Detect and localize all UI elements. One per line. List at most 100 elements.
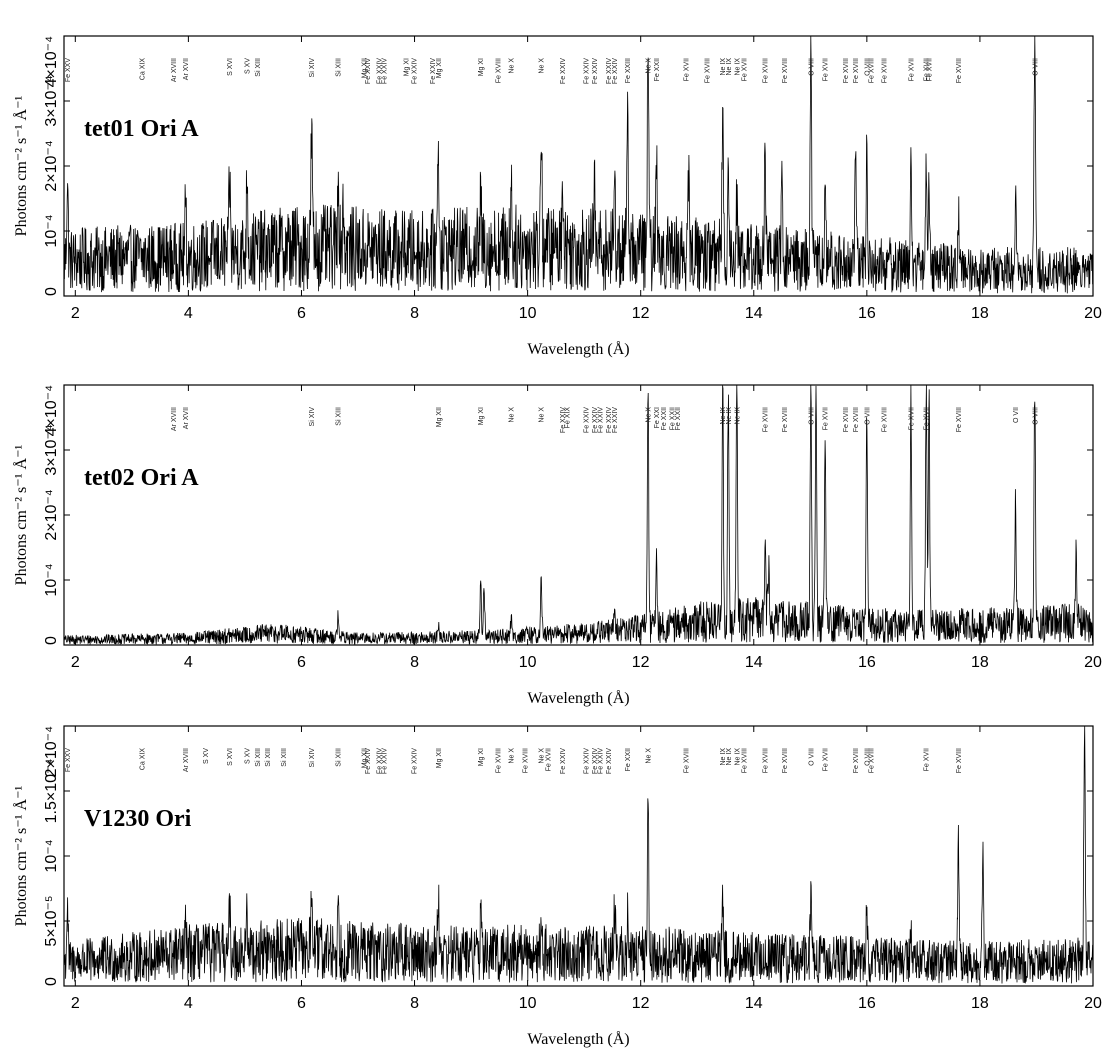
line-label: Fe XVIII bbox=[853, 748, 860, 773]
line-label: Fe XVII bbox=[924, 748, 931, 771]
line-label: Si XIV bbox=[309, 748, 316, 768]
line-label: Ne IX bbox=[726, 58, 733, 76]
line-label: Fe XVIII bbox=[853, 58, 860, 83]
line-label: Fe XVIII bbox=[522, 748, 529, 773]
line-label: Mg XII bbox=[362, 748, 369, 768]
line-label: Fe XVIII bbox=[956, 748, 963, 773]
line-label: Mg XII bbox=[362, 58, 369, 78]
line-label: S XV bbox=[203, 748, 210, 764]
plot-frame bbox=[63, 384, 1094, 646]
line-label: Fe XVIII bbox=[868, 58, 875, 83]
line-label: Mg XI bbox=[478, 58, 485, 76]
line-label: Ca XIX bbox=[140, 748, 147, 771]
line-label: Fe XVIII bbox=[683, 748, 690, 773]
line-label: S XV bbox=[245, 58, 252, 74]
line-label: Fe XVIII bbox=[782, 58, 789, 83]
x-tick-label: 10 bbox=[519, 305, 537, 322]
line-label: S XVI bbox=[227, 58, 234, 76]
line-label: Fe XXIV bbox=[597, 748, 604, 774]
x-tick-label: 18 bbox=[971, 654, 989, 671]
line-label: Ne X bbox=[539, 407, 546, 423]
line-label: O VIII bbox=[1032, 407, 1039, 425]
line-label: Fe XVII bbox=[823, 58, 830, 81]
panel-title: V1230 Ori bbox=[84, 806, 192, 832]
y-tick-label: 2×10⁻⁴ bbox=[43, 489, 60, 540]
line-label: Fe XXIV bbox=[365, 748, 372, 774]
line-label: Fe XXI bbox=[654, 407, 661, 428]
line-label: Fe XXIII bbox=[625, 58, 632, 83]
line-label: Fe XVIII bbox=[763, 407, 770, 432]
line-label: O VIII bbox=[864, 58, 871, 76]
panel-title: tet02 Ori A bbox=[84, 465, 199, 491]
line-label: Mg XII bbox=[436, 58, 443, 78]
line-label: Fe XXII bbox=[661, 407, 668, 430]
line-label: Fe XVIII bbox=[868, 748, 875, 773]
x-tick-label: 16 bbox=[858, 305, 876, 322]
y-tick-label: 0 bbox=[43, 636, 60, 645]
line-label: Fe XXV bbox=[65, 748, 72, 772]
line-label: O VIII bbox=[808, 58, 815, 76]
spectrum-panel-2: 2 4 6 8 10 12 14 16 18 20 0 10⁻⁴ 2×10⁻⁴ 3×10⁻⁴4×10⁻⁴ W… bbox=[12, 384, 1102, 707]
line-label: Fe XXIV bbox=[560, 407, 567, 433]
line-label: Fe XVIII bbox=[881, 58, 888, 83]
x-tick-label: 12 bbox=[632, 995, 650, 1012]
line-label: Ne IX bbox=[734, 407, 741, 425]
line-label: O VIII bbox=[864, 407, 871, 425]
line-label: Si XIII bbox=[336, 748, 343, 767]
line-label: Mg XI bbox=[478, 407, 485, 425]
x-tick-label: 10 bbox=[519, 995, 537, 1012]
y-axis-title: Photons cm⁻² s⁻¹ Å⁻¹ bbox=[12, 444, 30, 585]
line-label: Fe XVIII bbox=[763, 58, 770, 83]
x-axis-title: Wavelength (Å) bbox=[527, 340, 629, 358]
line-label: Fe XXIV bbox=[560, 58, 567, 84]
y-tick-label: 2×10⁻⁴ bbox=[43, 726, 60, 777]
line-label: Fe XVII bbox=[924, 58, 931, 81]
line-label: Ne X bbox=[646, 58, 653, 74]
line-label: Fe XXIV bbox=[382, 748, 389, 774]
y-tick-label: 10⁻⁴ bbox=[43, 214, 60, 247]
x-tick-label: 6 bbox=[297, 654, 306, 671]
y-tick-label: 0 bbox=[43, 287, 60, 296]
line-label: O VIII bbox=[864, 748, 871, 766]
x-tick-label: 2 bbox=[71, 995, 80, 1012]
line-label: Mg XII bbox=[436, 407, 443, 427]
line-label: Fe XXIV bbox=[376, 58, 383, 84]
x-tick-label: 12 bbox=[632, 305, 650, 322]
line-label: Ne X bbox=[509, 58, 516, 74]
line-label: Fe XVIII bbox=[956, 58, 963, 83]
x-tick-label: 8 bbox=[410, 654, 419, 671]
line-label: Fe XVIII bbox=[843, 58, 850, 83]
line-label: Fe XXIV bbox=[612, 58, 619, 84]
line-label: Ca XIX bbox=[140, 58, 147, 81]
line-label: Fe XXIV bbox=[376, 748, 383, 774]
line-label: Fe XXIV bbox=[583, 748, 590, 774]
line-label: Fe XVIII bbox=[956, 407, 963, 432]
y-tick-label: 4×10⁻⁴ bbox=[43, 385, 60, 436]
line-label: Ne X bbox=[646, 748, 653, 764]
line-label: Mg XI bbox=[478, 748, 485, 766]
line-label: Ne IX bbox=[720, 58, 727, 76]
line-label: Si XIII bbox=[265, 748, 272, 767]
line-label: Fe XVII bbox=[927, 58, 934, 81]
line-label: Fe XXV bbox=[65, 58, 72, 82]
line-label: Si XIII bbox=[281, 748, 288, 767]
x-tick-label: 4 bbox=[184, 305, 193, 322]
line-label: Ar XVII bbox=[183, 407, 190, 429]
x-tick-label: 14 bbox=[745, 305, 763, 322]
y-tick-label: 4×10⁻⁴ bbox=[43, 36, 60, 87]
line-label: Fe XXIV bbox=[365, 58, 372, 84]
line-label: Fe XXIV bbox=[597, 407, 604, 433]
x-tick-label: 10 bbox=[519, 654, 537, 671]
x-tick-label: 8 bbox=[410, 995, 419, 1012]
line-label: Fe XIX bbox=[565, 407, 572, 429]
line-label: Si XIV bbox=[309, 58, 316, 78]
x-tick-label: 16 bbox=[858, 995, 876, 1012]
line-label: Ne IX bbox=[734, 748, 741, 766]
line-label: Fe XXIV bbox=[382, 58, 389, 84]
x-axis-title: Wavelength (Å) bbox=[527, 689, 629, 707]
line-label: Ne X bbox=[509, 748, 516, 764]
x-tick-label: 12 bbox=[632, 654, 650, 671]
y-tick-label: 10⁻⁴ bbox=[43, 839, 60, 872]
x-tick-label: 4 bbox=[184, 995, 193, 1012]
